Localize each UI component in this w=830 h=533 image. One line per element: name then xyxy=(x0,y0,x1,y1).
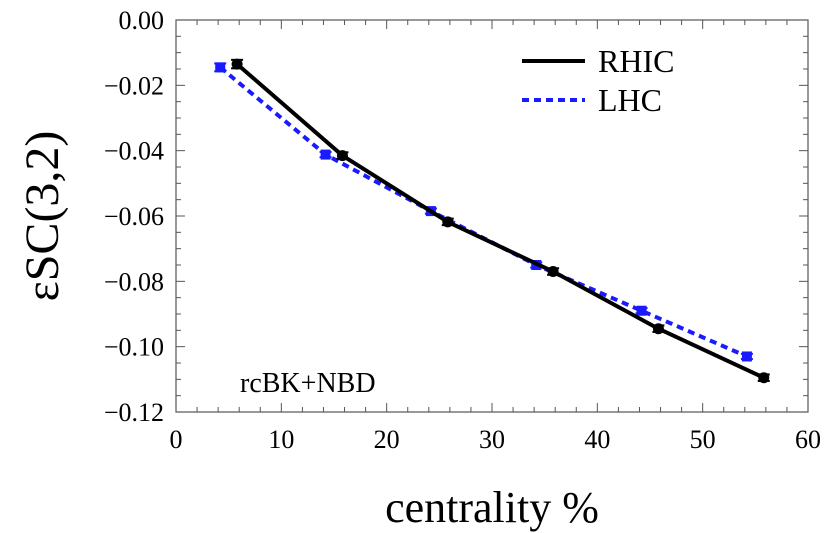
data-point-rhic xyxy=(652,323,664,335)
x-tick-label: 60 xyxy=(795,425,821,454)
data-point-lhc xyxy=(741,351,752,362)
y-axis-title: εSC(3,2) xyxy=(16,131,69,302)
x-axis-title: centrality % xyxy=(385,483,599,532)
y-tick-label: −0.08 xyxy=(104,267,164,296)
ticks-layer: 0 10 20 30 40 50 60 0.00 −0.02 −0.04 −0.06 −0.08 −0.… xyxy=(104,6,821,454)
data-point-lhc xyxy=(215,62,226,73)
legend-label-rhic: RHIC xyxy=(598,43,674,79)
data-point-rhic xyxy=(758,372,770,384)
series-line-rhic xyxy=(235,62,765,380)
data-point-rhic xyxy=(336,150,348,162)
series-layer xyxy=(214,58,770,384)
x-tick-label: 40 xyxy=(584,425,610,454)
y-tick-label: −0.12 xyxy=(104,398,164,427)
y-tick-label: −0.02 xyxy=(104,71,164,100)
x-tick-label: 20 xyxy=(374,425,400,454)
series-rhic xyxy=(231,58,770,384)
series-lhc xyxy=(214,62,753,362)
x-tick-label: 10 xyxy=(268,425,294,454)
y-tick-label: −0.06 xyxy=(104,202,164,231)
x-tick-label: 0 xyxy=(170,425,183,454)
data-point-rhic xyxy=(547,266,559,278)
y-tick-label: 0.00 xyxy=(119,6,165,35)
legend-label-lhc: LHC xyxy=(598,82,662,118)
x-tick-label: 50 xyxy=(690,425,716,454)
y-tick-label: −0.04 xyxy=(104,137,164,166)
data-point-rhic xyxy=(231,58,243,70)
series-line-lhc xyxy=(218,65,748,359)
x-tick-label: 30 xyxy=(479,425,505,454)
data-point-rhic xyxy=(442,216,454,228)
chart-annotation: rcBK+NBD xyxy=(240,368,376,399)
legend: RHIC LHC xyxy=(522,43,674,118)
y-tick-label: −0.10 xyxy=(104,333,164,362)
data-point-lhc xyxy=(636,305,647,316)
data-point-lhc xyxy=(320,149,331,160)
